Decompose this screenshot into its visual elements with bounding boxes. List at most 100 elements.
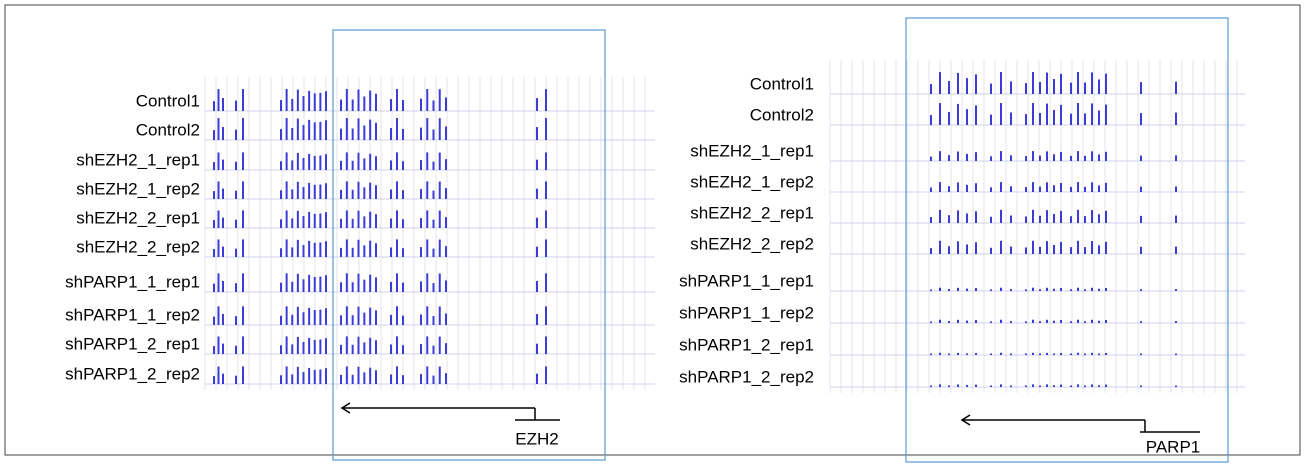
coverage-bar: [426, 306, 428, 325]
coverage-bar: [1105, 211, 1107, 223]
coverage-bar: [1053, 154, 1055, 161]
coverage-bar: [948, 186, 950, 192]
coverage-bar: [990, 187, 992, 192]
coverage-bar: [363, 280, 365, 292]
coverage-bar: [1000, 72, 1002, 94]
coverage-bar: [1046, 353, 1048, 355]
coverage-bar: [218, 336, 220, 354]
coverage-bar: [1000, 151, 1002, 161]
coverage-bar: [536, 127, 538, 140]
coverage-bar: [975, 242, 977, 254]
coverage-bar: [340, 129, 342, 140]
coverage-bar: [445, 126, 447, 140]
coverage-bar: [358, 89, 360, 111]
coverage-bar: [375, 370, 377, 384]
coverage-bar: [536, 218, 538, 228]
coverage-bar: [1053, 214, 1055, 223]
coverage-bar: [1105, 242, 1107, 254]
coverage-bar: [218, 152, 220, 170]
gene-arrow: [962, 415, 1200, 432]
coverage-bar: [426, 118, 428, 140]
coverage-bar: [286, 152, 288, 170]
coverage-bar: [536, 374, 538, 384]
coverage-bar: [286, 210, 288, 228]
coverage-bar: [286, 89, 288, 111]
coverage-bar: [930, 386, 932, 388]
coverage-bar: [222, 281, 224, 292]
coverage-bar: [445, 246, 447, 257]
coverage-bar: [396, 118, 398, 140]
coverage-bar: [358, 240, 360, 257]
coverage-bar: [1140, 113, 1142, 125]
coverage-bar: [303, 125, 305, 140]
coverage-bar: [1105, 320, 1107, 323]
coverage-bar: [445, 188, 447, 199]
coverage-bar: [280, 129, 282, 140]
coverage-bar: [297, 211, 299, 228]
coverage-bar: [439, 306, 441, 325]
coverage-bar: [1175, 321, 1177, 323]
coverage-bar: [369, 368, 371, 384]
coverage-bar: [346, 181, 348, 199]
coverage-bar: [439, 89, 441, 111]
coverage-bar: [426, 181, 428, 199]
gene-arrow: [342, 403, 560, 420]
coverage-bar: [957, 241, 959, 254]
coverage-bar: [1039, 386, 1041, 388]
coverage-bar: [291, 374, 293, 384]
coverage-bar: [1060, 152, 1062, 161]
coverage-bar: [957, 384, 959, 387]
coverage-bar: [1098, 245, 1100, 254]
coverage-bar: [1070, 386, 1072, 388]
coverage-bar: [948, 81, 950, 94]
coverage-bar: [396, 273, 398, 292]
coverage-bar: [402, 161, 404, 170]
coverage-bar: [280, 375, 282, 384]
coverage-bar: [1098, 321, 1100, 323]
coverage-bar: [1084, 82, 1086, 94]
coverage-bar: [957, 183, 959, 192]
coverage-bar: [439, 153, 441, 170]
coverage-bar: [213, 220, 215, 228]
coverage-bar: [445, 343, 447, 354]
coverage-bar: [966, 244, 968, 254]
coverage-bar: [396, 89, 398, 111]
track-label: Control2: [750, 105, 814, 124]
coverage-bar: [369, 338, 371, 354]
coverage-bar: [303, 158, 305, 170]
coverage-bar: [352, 282, 354, 292]
coverage-bar: [948, 215, 950, 223]
coverage-bar: [433, 249, 435, 257]
coverage-bar: [1175, 247, 1177, 254]
track-label: Control1: [136, 91, 200, 110]
coverage-bar: [930, 290, 932, 292]
coverage-bar: [1105, 74, 1107, 94]
track-label: shEZH2_2_rep1: [76, 208, 200, 227]
coverage-bar: [1098, 385, 1100, 387]
coverage-bar: [222, 98, 224, 111]
coverage-bar: [352, 219, 354, 228]
coverage-bar: [957, 353, 959, 355]
coverage-bar: [325, 308, 327, 325]
coverage-bar: [1098, 289, 1100, 291]
coverage-bar: [319, 93, 321, 111]
coverage-bar: [1098, 79, 1100, 94]
coverage-bar: [1077, 72, 1079, 94]
coverage-bar: [1053, 245, 1055, 254]
track-label: shPARP1_1_rep2: [679, 303, 814, 322]
coverage-bar: [1025, 354, 1027, 356]
coverage-bar: [957, 320, 959, 323]
coverage-bar: [1077, 384, 1079, 387]
coverage-bar: [363, 187, 365, 199]
coverage-bar: [1053, 110, 1055, 125]
coverage-bar: [433, 129, 435, 140]
coverage-bar: [358, 211, 360, 228]
coverage-bar: [1091, 103, 1093, 125]
coverage-bar: [1098, 110, 1100, 125]
coverage-bar: [375, 310, 377, 325]
coverage-bar: [352, 161, 354, 170]
coverage-bar: [297, 90, 299, 111]
coverage-bar: [242, 239, 244, 257]
coverage-bar: [314, 310, 316, 325]
coverage-bar: [308, 212, 310, 228]
